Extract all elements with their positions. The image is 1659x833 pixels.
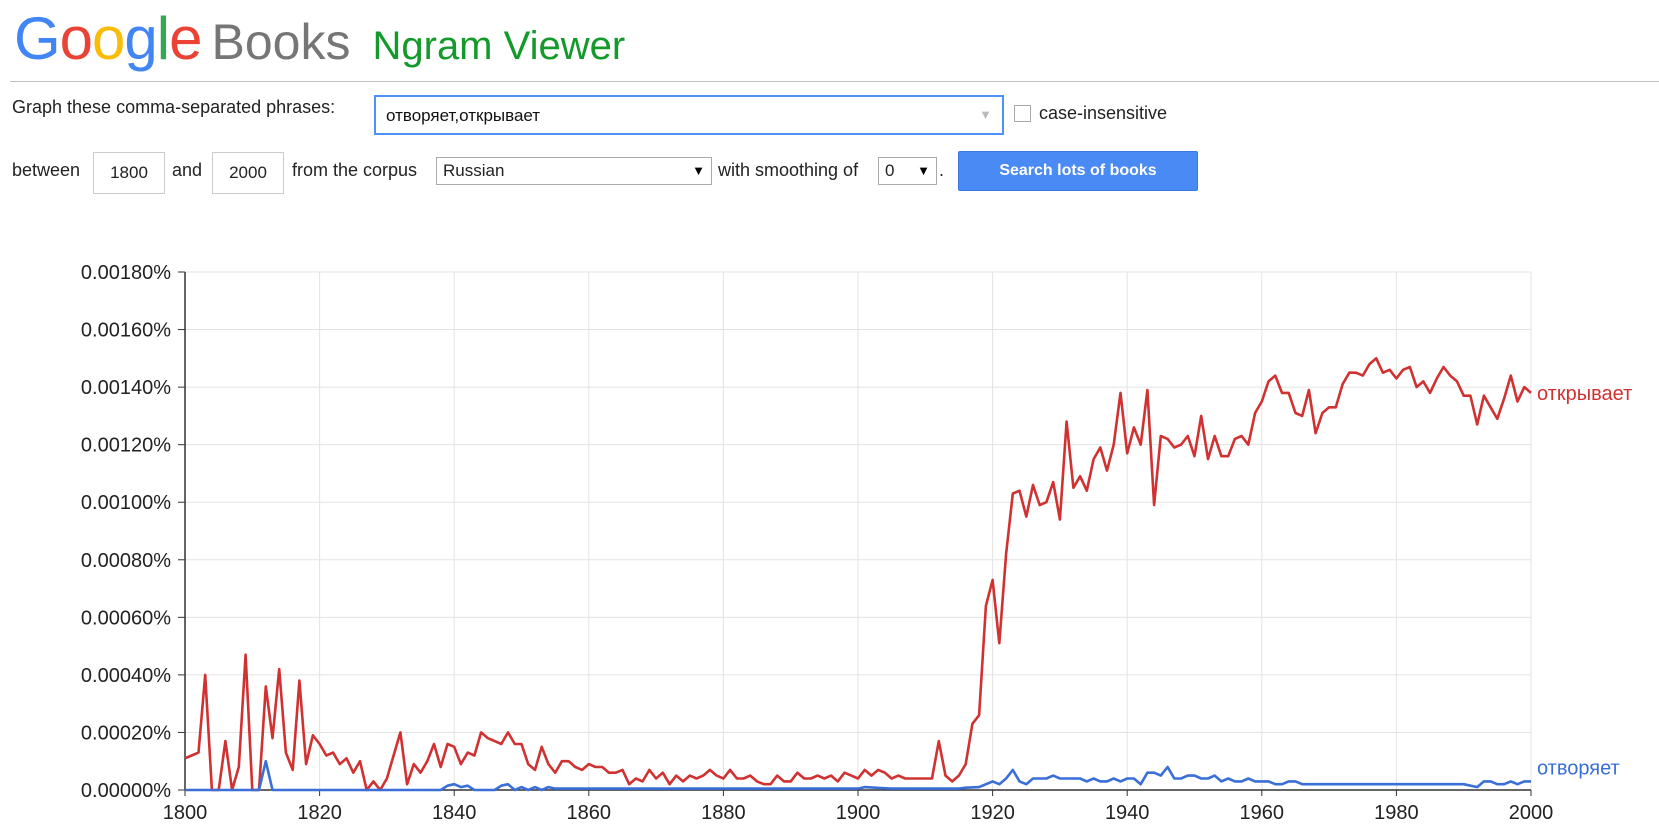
dropdown-arrow-icon[interactable]: ▼: [979, 107, 992, 122]
logo-letter: g: [124, 5, 157, 72]
phrases-input-value: отворяет,открывает: [386, 106, 541, 125]
google-books-logo[interactable]: Google Books Ngram Viewer: [14, 4, 625, 74]
y-tick-label: 0.00080%: [81, 550, 171, 572]
case-insensitive-label: case-insensitive: [1039, 103, 1168, 123]
y-tick-label: 0.00060%: [81, 607, 171, 629]
corpus-select-value: Russian: [443, 161, 505, 180]
smoothing-select[interactable]: 0 ▼: [878, 157, 937, 185]
logo-letter: G: [14, 5, 61, 72]
y-tick-label: 0.00160%: [81, 320, 171, 342]
books-wordmark: Books: [211, 14, 351, 70]
smoothing-select-value: 0: [885, 161, 895, 180]
start-year-input[interactable]: 1800: [93, 152, 165, 194]
logo-letter: o: [92, 5, 125, 72]
google-wordmark: Google: [14, 4, 203, 74]
ngram-viewer-title: Ngram Viewer: [372, 24, 626, 68]
x-tick-label: 1920: [970, 802, 1015, 824]
x-tick-label: 1900: [836, 802, 881, 824]
period-label: .: [939, 160, 945, 180]
phrases-input[interactable]: отворяет,открывает ▼: [374, 95, 1004, 135]
y-tick-label: 0.00120%: [81, 435, 171, 457]
y-tick-label: 0.00180%: [81, 262, 171, 284]
phrases-label: Graph these comma-separated phrases:: [12, 97, 336, 117]
y-tick-label: 0.00040%: [81, 665, 171, 687]
header-divider: [10, 81, 1659, 82]
smoothing-label: with smoothing of: [718, 160, 859, 180]
logo-letter: o: [59, 5, 93, 72]
select-arrow-icon: ▼: [692, 163, 705, 178]
select-arrow-icon: ▼: [917, 163, 930, 178]
x-tick-label: 1840: [432, 802, 477, 824]
y-tick-label: 0.00140%: [81, 377, 171, 399]
x-tick-label: 1880: [701, 802, 746, 824]
series-label: открывает: [1537, 383, 1632, 405]
series-line-0: [184, 357, 1532, 792]
series-label: отворяет: [1537, 757, 1620, 779]
and-label: and: [172, 160, 203, 180]
x-tick-label: 1860: [567, 802, 612, 824]
series-line-1: [185, 759, 1531, 792]
x-tick-label: 1980: [1374, 802, 1419, 824]
case-insensitive-checkbox[interactable]: [1014, 105, 1031, 122]
x-tick-label: 2000: [1509, 802, 1554, 824]
logo-letter: l: [156, 5, 170, 72]
corpus-select[interactable]: Russian ▼: [436, 157, 712, 185]
end-year-input[interactable]: 2000: [212, 152, 284, 194]
x-tick-label: 1960: [1240, 802, 1285, 824]
between-label: between: [12, 160, 81, 180]
corpus-label: from the corpus: [292, 160, 418, 180]
y-tick-label: 0.00020%: [81, 722, 171, 744]
y-tick-label: 0.00000%: [81, 780, 171, 802]
logo-letter: e: [169, 5, 202, 72]
x-tick-label: 1800: [163, 802, 208, 824]
y-tick-label: 0.00100%: [81, 492, 171, 514]
x-tick-label: 1820: [297, 802, 342, 824]
x-tick-label: 1940: [1105, 802, 1150, 824]
search-button[interactable]: Search lots of books: [958, 151, 1198, 191]
